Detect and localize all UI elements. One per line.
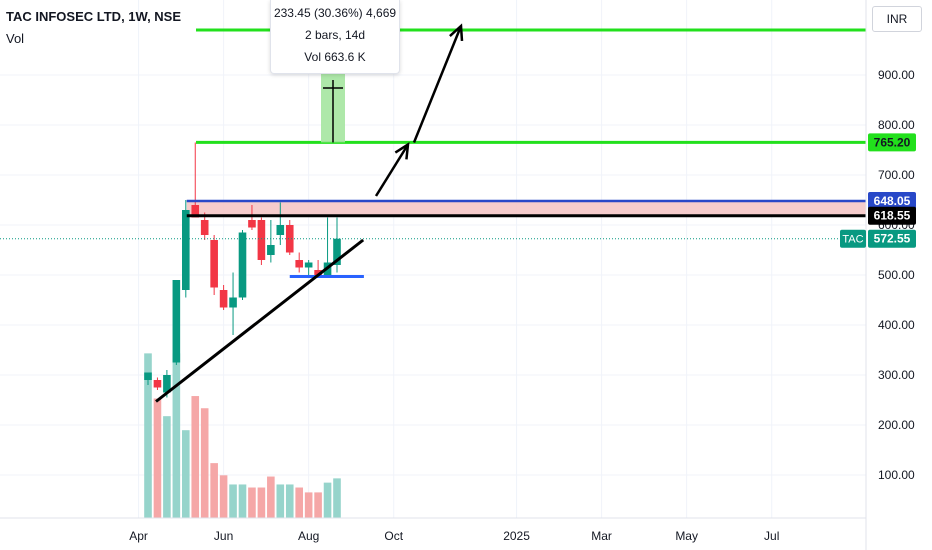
price-axis[interactable]: 100.00200.00300.00400.00500.00600.00700.…	[865, 0, 915, 550]
volume-bar	[248, 487, 256, 518]
time-tick-label: Jun	[214, 529, 233, 543]
candle-body	[144, 372, 152, 380]
volume-bar	[276, 484, 285, 518]
volume-bar	[295, 487, 303, 518]
candle-body	[200, 220, 209, 235]
price-label-box	[868, 133, 916, 152]
candle-body	[333, 238, 341, 265]
candle-body	[182, 210, 190, 290]
price-label-box	[868, 191, 916, 210]
candle-body	[163, 375, 171, 393]
price-tick-label: 400.00	[878, 318, 915, 332]
volume-bar	[257, 487, 266, 518]
time-tick-label: Jul	[764, 529, 779, 543]
volume-bar	[153, 398, 162, 518]
candle-body	[267, 245, 275, 255]
volume-bar	[304, 492, 313, 518]
candle-body	[285, 225, 294, 253]
candle-body	[248, 220, 256, 228]
candles	[144, 142, 341, 398]
price-tick-label: 900.00	[878, 68, 915, 82]
candle-body	[314, 270, 322, 275]
measure-change: 233.45 (30.36%) 4,669	[273, 6, 397, 20]
volume-bar	[182, 430, 190, 518]
price-label-box	[868, 206, 916, 225]
candle-body	[257, 220, 266, 260]
symbol-tag-text: TAC	[842, 234, 863, 246]
price-tick-label: 300.00	[878, 368, 915, 382]
candle-body	[229, 297, 237, 308]
price-tick-label: 200.00	[878, 418, 915, 432]
volume-bar	[267, 476, 275, 518]
price-label-box	[868, 229, 916, 248]
time-tick-label: Mar	[591, 529, 612, 543]
price-tick-label: 800.00	[878, 118, 915, 132]
candle-body	[238, 232, 247, 298]
time-tick-label: Apr	[129, 529, 148, 543]
volume-bar	[172, 353, 181, 518]
symbol-title[interactable]: TAC INFOSEC LTD, 1W, NSE	[6, 9, 182, 24]
measure-bars: 2 bars, 14d	[304, 28, 366, 42]
candle-body	[304, 262, 313, 268]
zones	[186, 200, 866, 216]
grid	[0, 0, 866, 518]
volume-bar	[219, 475, 228, 518]
measure-volume: Vol 663.6 K	[304, 50, 366, 64]
time-tick-label: Aug	[298, 529, 319, 543]
currency-button[interactable]: INR	[872, 6, 922, 32]
volume-bar	[333, 478, 341, 518]
volume-bar	[323, 482, 332, 518]
time-tick-label: May	[675, 529, 698, 543]
volume-bar	[191, 396, 200, 518]
trendline	[155, 238, 365, 403]
candle-body	[191, 205, 200, 218]
price-tick-label: 100.00	[878, 468, 915, 482]
candle-body	[172, 280, 181, 363]
projection-arrow	[412, 25, 463, 143]
price-label-text: 648.05	[874, 194, 911, 208]
volume-bar	[210, 463, 218, 518]
volume-bar	[285, 484, 294, 518]
volume-bar	[200, 408, 209, 518]
price-label-text: 572.55	[874, 232, 911, 246]
volume-bar	[163, 416, 171, 518]
price-label-text: 765.20	[874, 135, 911, 149]
candle-body	[210, 240, 218, 288]
time-axis[interactable]: Apr Jun Aug Oct 2025 Mar May Jul	[0, 517, 866, 543]
projection-arrow-head	[449, 23, 464, 42]
volume-legend-label[interactable]: Vol	[6, 31, 25, 46]
price-tick-label: 700.00	[878, 168, 915, 182]
measure-tooltip: 233.45 (30.36%) 4,669 2 bars, 14d Vol 66…	[270, 0, 400, 74]
time-tick-label: 2025	[503, 529, 530, 543]
projection-arrow-head	[394, 142, 410, 160]
volume-bar	[229, 484, 237, 518]
volume-bar	[238, 484, 247, 518]
candle-body	[219, 290, 228, 308]
symbol-tag-box	[840, 229, 866, 248]
candle-body	[153, 380, 162, 388]
volume-bar	[314, 492, 322, 518]
projection-arrow	[374, 143, 410, 197]
price-label-text: 618.55	[874, 209, 911, 223]
candle-body	[295, 260, 303, 268]
candle-body	[276, 225, 285, 235]
time-tick-label: Oct	[384, 529, 403, 543]
volume-bars	[144, 353, 341, 518]
volume-bar	[144, 353, 152, 518]
price-tick-label: 500.00	[878, 268, 915, 282]
resistance-zone	[186, 200, 866, 216]
